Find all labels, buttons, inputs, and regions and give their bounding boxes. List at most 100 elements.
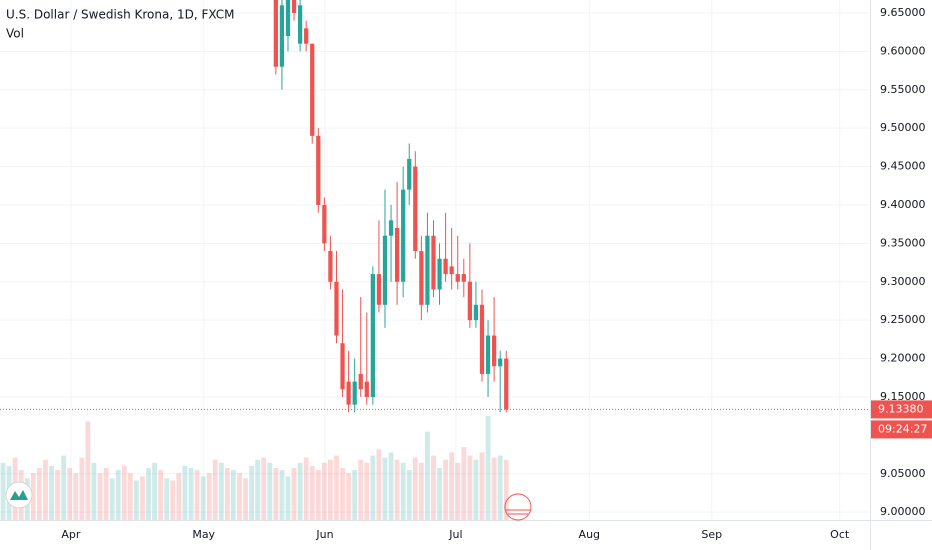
- volume-bar: [461, 447, 467, 520]
- volume-bar: [455, 462, 461, 520]
- event-icon: [504, 493, 532, 521]
- volume-bar: [109, 478, 115, 520]
- candle-body: [279, 5, 285, 67]
- volume-bar: [267, 462, 273, 520]
- volume-bar: [91, 462, 97, 520]
- volume-bar: [431, 455, 436, 520]
- volume-bar: [467, 455, 473, 520]
- volume-bar: [394, 459, 400, 520]
- volume-bar: [303, 457, 309, 520]
- volume-bar: [400, 462, 406, 520]
- y-tick-label: 9.50000: [880, 121, 926, 134]
- volume-bar: [176, 473, 182, 520]
- last-price-label: 9.13380: [878, 402, 924, 415]
- volume-bar: [146, 468, 151, 520]
- volume-bar: [140, 476, 145, 520]
- volume-bar: [291, 468, 297, 520]
- y-tick-label: 9.05000: [880, 467, 926, 480]
- candle-body: [425, 235, 430, 305]
- volume-bar: [182, 465, 188, 520]
- volume-bar: [188, 468, 194, 520]
- volume-bar: [315, 470, 321, 520]
- volume-bar: [55, 470, 61, 520]
- volume-bar: [297, 462, 303, 520]
- y-tick-label: 9.35000: [880, 236, 926, 249]
- volume-bar: [273, 468, 279, 520]
- y-tick-label: 9.40000: [880, 198, 926, 211]
- volume-bar: [212, 459, 218, 520]
- volume-bar: [473, 459, 479, 520]
- candle-body: [340, 343, 345, 390]
- volume-bar: [127, 473, 133, 520]
- volume-bar: [382, 457, 388, 520]
- volume-bar: [0, 462, 6, 520]
- volume-bar: [352, 470, 358, 520]
- candle-body: [407, 158, 412, 190]
- volume-bar: [358, 459, 364, 520]
- volume-bar: [200, 476, 206, 520]
- candle-body: [285, 0, 291, 37]
- candle-body: [352, 381, 357, 405]
- candle-body: [364, 381, 369, 397]
- candle-body: [322, 204, 327, 244]
- volume-bar: [158, 470, 164, 520]
- volume-bar: [279, 470, 285, 520]
- candle-body: [419, 251, 424, 305]
- candle-body: [316, 135, 321, 205]
- candle-body: [479, 304, 485, 374]
- volume-bar: [449, 452, 455, 520]
- candle-body: [431, 235, 436, 290]
- x-tick-label: Jul: [448, 528, 462, 541]
- x-tick-label: May: [192, 528, 215, 541]
- countdown-label: 09:24:27: [878, 422, 927, 435]
- volume-bar: [133, 480, 139, 520]
- y-tick-label: 9.15000: [880, 390, 926, 403]
- grid: [0, 0, 870, 520]
- volume-bar: [370, 455, 376, 520]
- volume-bar: [67, 468, 73, 520]
- volume-bar: [321, 462, 327, 520]
- volume-bar: [206, 473, 212, 520]
- y-tick-label: 9.00000: [880, 505, 926, 518]
- candle-body: [370, 274, 375, 397]
- candle-body: [467, 281, 472, 321]
- candle-body: [358, 373, 363, 390]
- y-tick-label: 9.25000: [880, 313, 926, 326]
- candle-body: [504, 358, 509, 410]
- volume-bar: [503, 459, 509, 520]
- candle-body: [401, 189, 406, 282]
- volume-bar: [406, 470, 412, 520]
- volume-bar: [261, 457, 267, 520]
- volume-bar: [194, 470, 200, 520]
- volume-bar: [249, 465, 255, 520]
- candle-body: [473, 304, 479, 321]
- volume-bar: [418, 462, 424, 520]
- volume-bar: [443, 459, 449, 520]
- volume-bar: [255, 459, 261, 520]
- volume-bar: [97, 473, 103, 520]
- volume-bar: [388, 452, 394, 520]
- volume-bar: [479, 452, 485, 520]
- candle-body: [449, 266, 454, 275]
- candle-body: [328, 251, 333, 282]
- volume-bar: [285, 476, 291, 520]
- volume-bar: [346, 473, 352, 520]
- volume-bar: [170, 480, 176, 520]
- volume-bar: [497, 455, 503, 520]
- volume-bar: [309, 465, 315, 520]
- volume-bar: [224, 468, 230, 520]
- volume-bar: [491, 457, 497, 520]
- candle-body: [273, 0, 278, 67]
- candle-body: [394, 228, 400, 282]
- volume-bar: [61, 455, 67, 520]
- volume-bar: [121, 465, 127, 520]
- x-tick-label: Apr: [61, 528, 81, 541]
- y-tick-label: 9.55000: [880, 83, 926, 96]
- volume-bar: [437, 468, 442, 520]
- volume-bar: [485, 416, 491, 520]
- volume-bar: [237, 473, 242, 520]
- candle-pane: [273, 0, 509, 413]
- volume-bar: [103, 468, 109, 520]
- volume-bar: [85, 421, 91, 520]
